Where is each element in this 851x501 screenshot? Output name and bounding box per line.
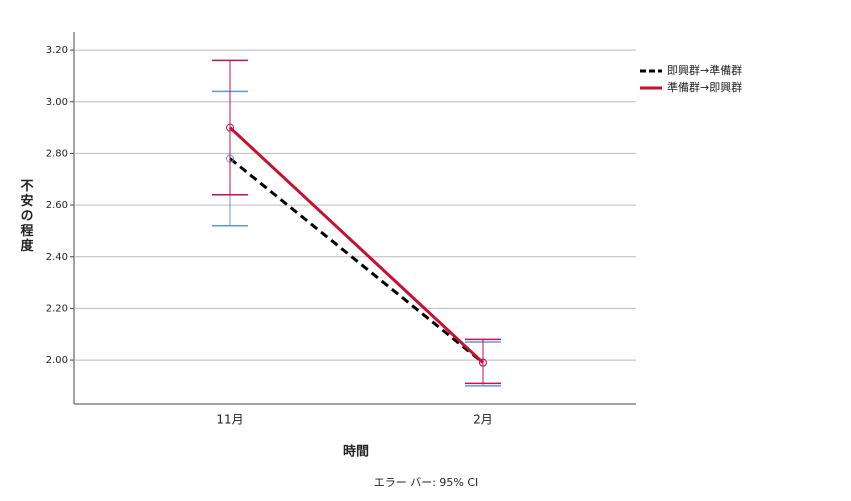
point-marker — [226, 123, 234, 132]
x-tick-label: 2月 — [473, 413, 493, 427]
y-tick-label: 2.80 — [46, 148, 68, 159]
series-line — [228, 126, 485, 364]
y-tick-label: 2.40 — [46, 252, 68, 263]
y-tick-label: 3.20 — [46, 45, 68, 56]
footnote: エラー バー: 95% CI — [374, 476, 479, 489]
legend-label: 即興群→準備群 — [667, 63, 742, 77]
x-tick-label: 11月 — [216, 413, 243, 427]
point-marker — [479, 358, 487, 367]
legend-label: 準備群→即興群 — [667, 80, 742, 94]
y-tick-label: 2.20 — [46, 303, 68, 314]
x-axis-label: 時間 — [343, 444, 369, 460]
y-axis-label: 不安の程度 — [18, 179, 34, 254]
y-tick-label: 2.00 — [46, 355, 68, 366]
y-tick-label: 3.00 — [46, 97, 68, 108]
y-tick-label: 2.60 — [46, 200, 68, 211]
series-line — [229, 157, 484, 364]
